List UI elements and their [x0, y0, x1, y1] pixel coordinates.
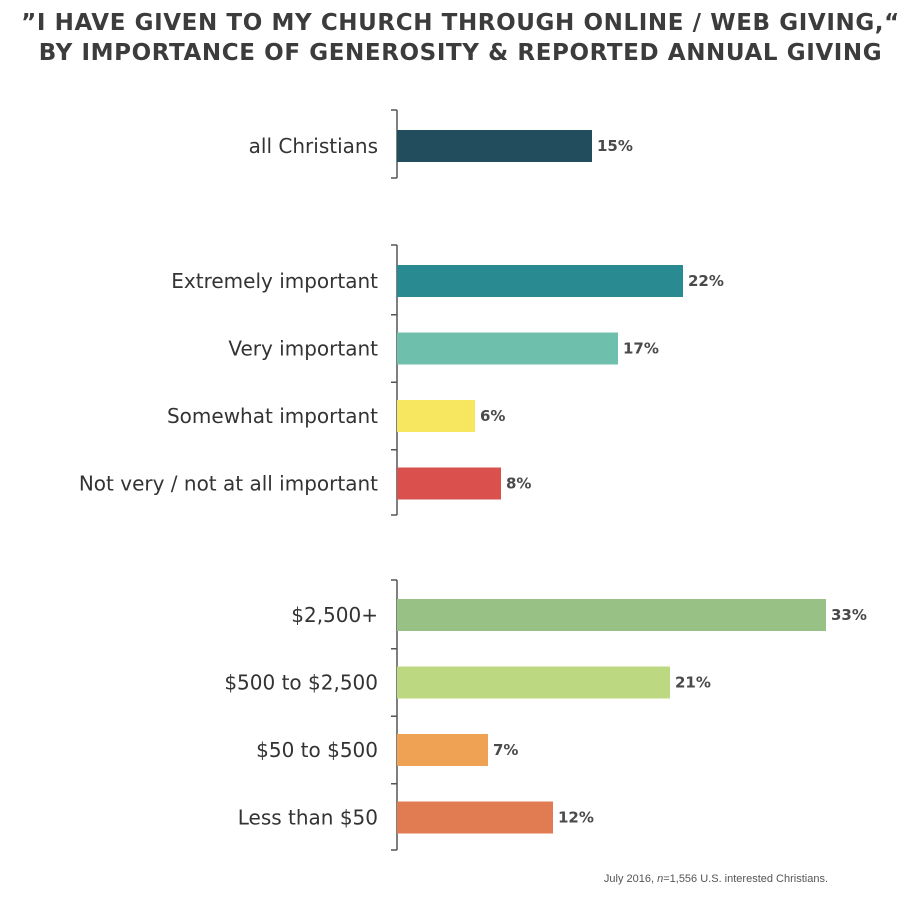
footnote-suffix: =1,556 U.S. interested Christians. [663, 873, 828, 885]
value-label: 33% [831, 606, 867, 624]
value-label: 22% [688, 272, 724, 290]
category-label: all Christians [249, 134, 378, 158]
bar [397, 400, 475, 432]
chart-title-line-2: BY IMPORTANCE OF GENEROSITY & REPORTED A… [38, 40, 883, 66]
category-label: Extremely important [171, 269, 378, 293]
category-label: Somewhat important [167, 404, 378, 428]
category-label: Less than $50 [238, 806, 378, 830]
value-label: 8% [506, 475, 531, 493]
value-label: 12% [558, 809, 594, 827]
bar [397, 332, 618, 365]
value-label: 7% [493, 741, 518, 759]
bar [397, 801, 553, 834]
bar [397, 666, 670, 699]
bar [397, 265, 683, 297]
category-label: Not very / not at all important [79, 472, 378, 496]
value-label: 21% [675, 674, 711, 692]
bar [397, 467, 501, 500]
bar [397, 599, 826, 631]
category-label: Very important [228, 337, 378, 361]
bar [397, 130, 592, 162]
bar [397, 734, 488, 766]
chart-title: ”I HAVE GIVEN TO MY CHURCH THROUGH ONLIN… [0, 8, 921, 68]
footnote-prefix: July 2016, [603, 873, 658, 885]
value-label: 17% [623, 340, 659, 358]
footnote-n: n [657, 873, 664, 885]
category-label: $2,500+ [291, 603, 378, 627]
category-label: $50 to $500 [256, 738, 378, 762]
category-label: $500 to $2,500 [224, 671, 378, 695]
value-label: 15% [597, 137, 633, 155]
chart-title-line-1: ”I HAVE GIVEN TO MY CHURCH THROUGH ONLIN… [21, 10, 900, 36]
value-label: 6% [480, 407, 505, 425]
footnote: July 2016, n=1,556 U.S. interested Chris… [0, 873, 828, 885]
